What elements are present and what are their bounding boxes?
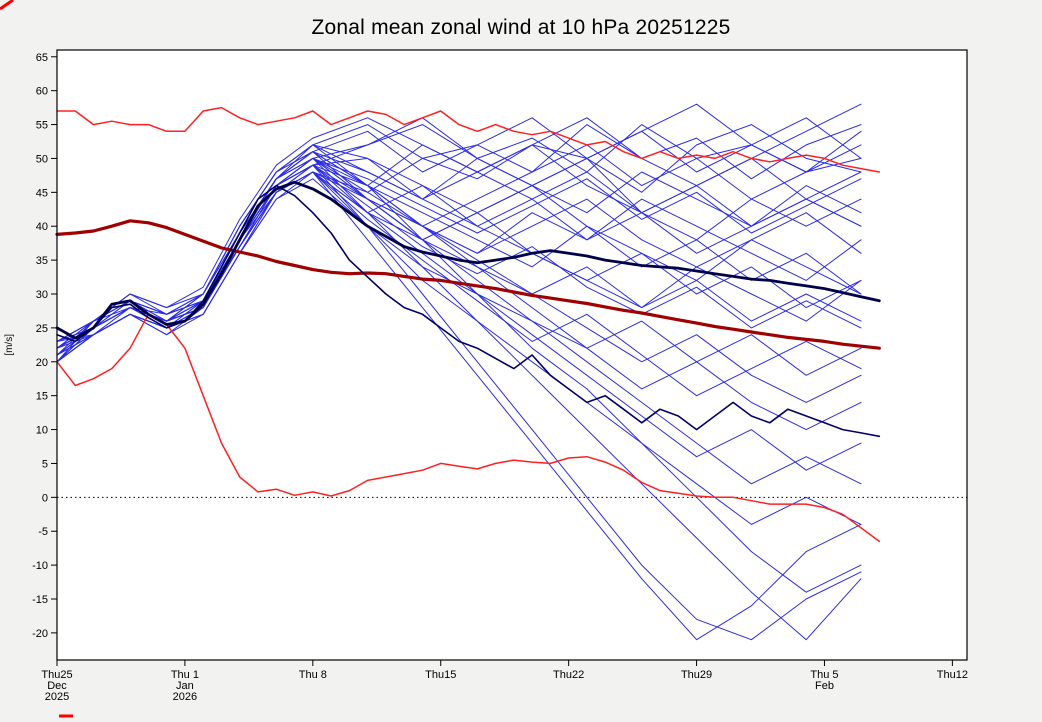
x-tick-label: Thu22 [553, 669, 584, 681]
y-axis-label: [m/s] [4, 334, 15, 356]
x-tick-label: 2026 [173, 691, 197, 703]
y-tick-label: 15 [36, 391, 48, 403]
y-tick-label: -15 [32, 594, 48, 606]
y-tick-label: 30 [36, 289, 48, 301]
ensemble-member-line [56, 151, 862, 356]
x-tick-label: Thu15 [425, 669, 456, 681]
ensemble-member-line [56, 144, 862, 349]
y-tick-label: 0 [42, 492, 48, 504]
y-tick-label: 5 [42, 458, 48, 470]
x-tick-label: 2025 [45, 691, 69, 703]
y-tick-label: 10 [36, 425, 48, 437]
x-tick-label: Jan [176, 680, 194, 692]
y-tick-label: 40 [36, 221, 48, 233]
series-climatology-dark-red [55, 219, 881, 350]
x-tick-label: Thu12 [937, 669, 968, 681]
y-tick-label: -10 [32, 560, 48, 572]
y-tick-label: 20 [36, 357, 48, 369]
x-tick-label: Dec [47, 680, 67, 692]
series-red-upper [56, 106, 881, 173]
y-tick-label: 55 [36, 120, 48, 132]
y-tick-label: 50 [36, 153, 48, 165]
y-tick-label: 45 [36, 187, 48, 199]
ensemble-member-line [56, 178, 862, 525]
x-tick-label: Thu 5 [810, 669, 838, 681]
y-tick-label: 25 [36, 323, 48, 335]
axis-ticks-and-labels: -20-15-10-505101520253035404550556065Thu… [4, 52, 968, 703]
series-ensemble-mean [55, 180, 881, 340]
ensemble-member-line [56, 103, 862, 342]
x-tick-label: Thu 1 [171, 669, 199, 681]
series-red-lower [56, 313, 881, 543]
plot-frame [56, 49, 968, 661]
ensemble-member-line [56, 157, 862, 342]
x-tick-label: Feb [815, 680, 834, 692]
x-tick-label: Thu29 [681, 669, 712, 681]
y-tick-label: 35 [36, 255, 48, 267]
ensemble-member-lines [56, 103, 862, 641]
y-tick-label: 65 [36, 52, 48, 64]
x-tick-label: Thu 8 [299, 669, 327, 681]
y-tick-label: -5 [38, 526, 48, 538]
x-tick-label: Thu25 [41, 669, 72, 681]
y-tick-label: 60 [36, 86, 48, 98]
screen-artifact-top-left [0, 0, 14, 11]
chart-title: Zonal mean zonal wind at 10 hPa 20251225 [311, 16, 731, 39]
y-tick-label: -20 [32, 628, 48, 640]
ensemble-member-line [56, 164, 862, 641]
